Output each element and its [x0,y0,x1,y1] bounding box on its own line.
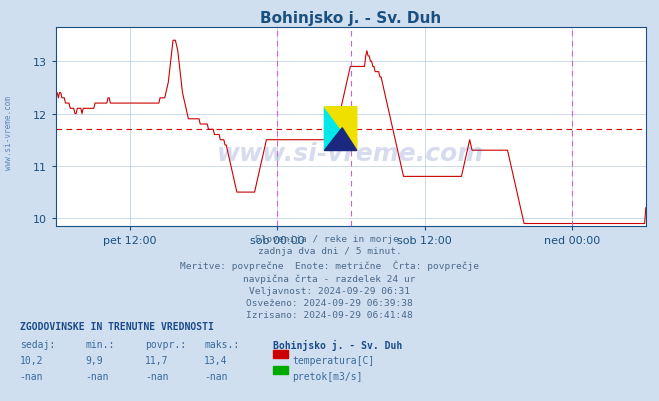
Text: min.:: min.: [86,339,115,349]
Text: www.si-vreme.com: www.si-vreme.com [4,95,13,169]
Text: -nan: -nan [86,371,109,381]
Polygon shape [324,128,357,151]
Text: -nan: -nan [20,371,43,381]
Text: 10,2: 10,2 [20,355,43,365]
Text: -nan: -nan [145,371,169,381]
Text: maks.:: maks.: [204,339,239,349]
Polygon shape [324,107,357,151]
Text: sedaj:: sedaj: [20,339,55,349]
Title: Bohinjsko j. - Sv. Duh: Bohinjsko j. - Sv. Duh [260,10,442,26]
Polygon shape [324,107,357,151]
Text: 9,9: 9,9 [86,355,103,365]
Text: 13,4: 13,4 [204,355,228,365]
Text: -nan: -nan [204,371,228,381]
Text: povpr.:: povpr.: [145,339,186,349]
Text: temperatura[C]: temperatura[C] [292,355,374,365]
Text: ZGODOVINSKE IN TRENUTNE VREDNOSTI: ZGODOVINSKE IN TRENUTNE VREDNOSTI [20,321,214,331]
Text: pretok[m3/s]: pretok[m3/s] [292,371,362,381]
Text: 11,7: 11,7 [145,355,169,365]
Text: Slovenija / reke in morje.
zadnja dva dni / 5 minut.
Meritve: povprečne  Enote: : Slovenija / reke in morje. zadnja dva dn… [180,235,479,319]
Text: Bohinjsko j. - Sv. Duh: Bohinjsko j. - Sv. Duh [273,339,403,350]
Text: www.si-vreme.com: www.si-vreme.com [217,141,484,165]
